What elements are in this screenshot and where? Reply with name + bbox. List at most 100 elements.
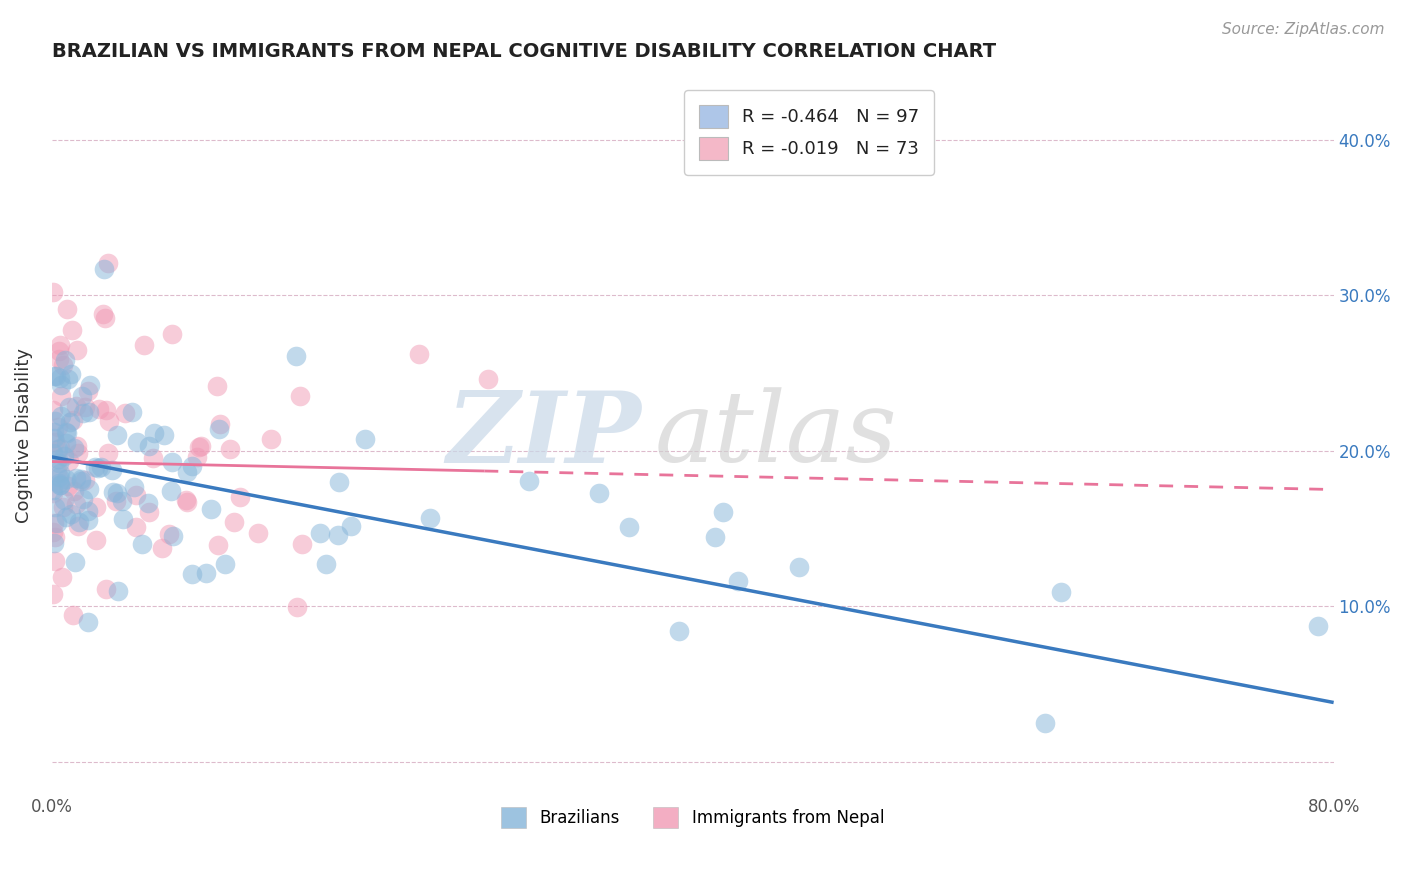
Point — [136, 496, 159, 510]
Point — [787, 560, 810, 574]
Point — [66, 518, 89, 533]
Text: BRAZILIAN VS IMMIGRANTS FROM NEPAL COGNITIVE DISABILITY CORRELATION CHART: BRAZILIAN VS IMMIGRANTS FROM NEPAL COGNI… — [52, 42, 995, 61]
Point — [42, 368, 65, 383]
Point — [65, 471, 87, 485]
Point — [284, 349, 307, 363]
Point — [229, 490, 252, 504]
Point — [48, 344, 70, 359]
Point — [77, 482, 100, 496]
Point — [44, 435, 66, 450]
Point — [63, 555, 86, 569]
Y-axis label: Cognitive Disability: Cognitive Disability — [15, 348, 32, 523]
Point — [42, 483, 65, 498]
Point — [181, 566, 204, 581]
Point — [48, 470, 70, 484]
Point — [52, 358, 75, 372]
Point — [162, 455, 184, 469]
Point — [42, 485, 65, 500]
Text: Source: ZipAtlas.com: Source: ZipAtlas.com — [1222, 22, 1385, 37]
Point — [153, 428, 176, 442]
Text: ZIP: ZIP — [447, 387, 641, 483]
Point — [103, 485, 125, 500]
Point — [76, 384, 98, 398]
Point — [79, 377, 101, 392]
Point — [45, 466, 67, 480]
Point — [77, 504, 100, 518]
Point — [59, 415, 82, 429]
Legend: Brazilians, Immigrants from Nepal: Brazilians, Immigrants from Nepal — [495, 801, 891, 834]
Point — [97, 256, 120, 270]
Point — [48, 351, 70, 366]
Point — [72, 491, 94, 506]
Point — [49, 378, 72, 392]
Point — [157, 526, 180, 541]
Point — [62, 608, 84, 623]
Point — [125, 488, 148, 502]
Point — [100, 463, 122, 477]
Point — [51, 409, 73, 424]
Point — [69, 475, 91, 489]
Point — [1306, 619, 1329, 633]
Point — [1033, 716, 1056, 731]
Point — [55, 425, 77, 439]
Point — [53, 450, 76, 464]
Point — [46, 420, 69, 434]
Point — [105, 485, 128, 500]
Point — [42, 446, 65, 460]
Point — [727, 574, 749, 589]
Point — [176, 465, 198, 479]
Point — [517, 474, 540, 488]
Point — [90, 459, 112, 474]
Point — [260, 432, 283, 446]
Point — [353, 432, 375, 446]
Point — [62, 413, 84, 427]
Point — [42, 431, 65, 445]
Point — [127, 435, 149, 450]
Point — [138, 439, 160, 453]
Point — [588, 485, 610, 500]
Point — [60, 323, 83, 337]
Point — [107, 583, 129, 598]
Point — [77, 513, 100, 527]
Point — [44, 516, 66, 530]
Point — [112, 512, 135, 526]
Point — [711, 505, 734, 519]
Point — [668, 624, 690, 639]
Point — [288, 389, 311, 403]
Point — [58, 401, 80, 415]
Point — [42, 525, 65, 540]
Point — [194, 566, 217, 581]
Point — [150, 541, 173, 556]
Point — [55, 426, 77, 441]
Point — [49, 441, 72, 455]
Point — [285, 600, 308, 615]
Point — [44, 425, 66, 440]
Point — [56, 479, 79, 493]
Point — [93, 311, 115, 326]
Point — [62, 484, 84, 499]
Point — [44, 500, 66, 514]
Point — [49, 478, 72, 492]
Point — [66, 343, 89, 358]
Point — [105, 494, 128, 508]
Point — [66, 439, 89, 453]
Point — [56, 301, 79, 316]
Point — [49, 389, 72, 403]
Point — [52, 500, 75, 514]
Point — [44, 530, 66, 544]
Point — [44, 554, 66, 568]
Point — [56, 372, 79, 386]
Point — [187, 440, 209, 454]
Point — [224, 515, 246, 529]
Point — [87, 461, 110, 475]
Point — [70, 472, 93, 486]
Point — [42, 587, 65, 601]
Point — [49, 338, 72, 352]
Point — [60, 508, 83, 522]
Point — [42, 403, 65, 417]
Point — [73, 473, 96, 487]
Point — [65, 399, 87, 413]
Point — [44, 535, 66, 549]
Point — [53, 353, 76, 368]
Point — [190, 439, 212, 453]
